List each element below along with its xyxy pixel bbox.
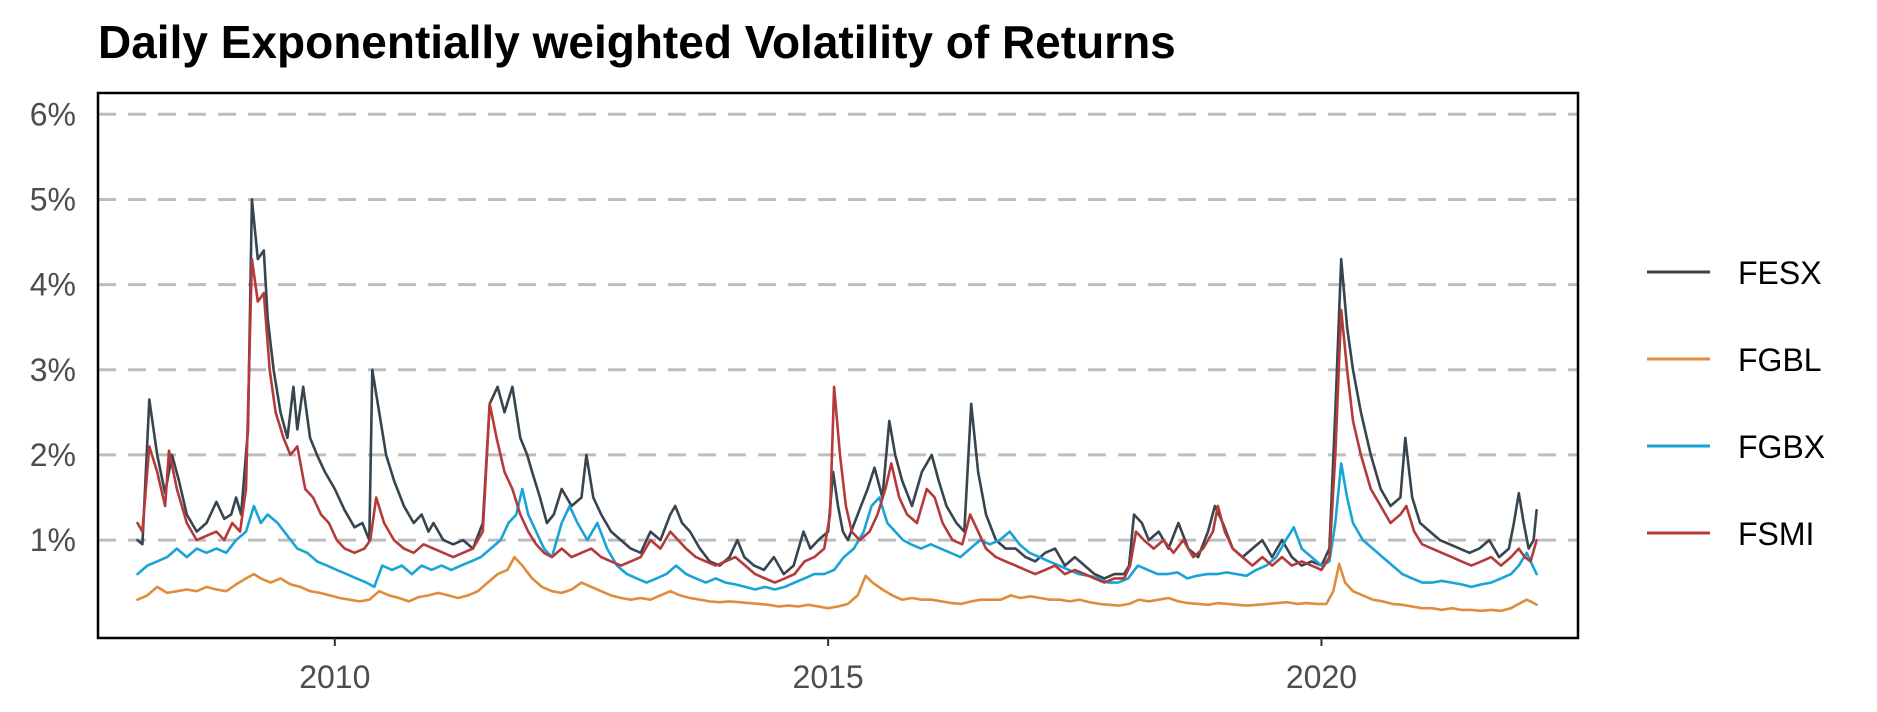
series-line-fesx bbox=[136, 198, 1538, 580]
x-tick-label: 2010 bbox=[299, 659, 370, 695]
x-tick-label: 2015 bbox=[793, 659, 864, 695]
y-tick-label: 5% bbox=[30, 181, 76, 217]
y-tick-label: 4% bbox=[30, 267, 76, 303]
plot-frame bbox=[96, 91, 1580, 640]
y-tick-label: 1% bbox=[30, 522, 76, 558]
series-line-fsmi bbox=[136, 257, 1538, 584]
grid-lines bbox=[98, 112, 1578, 542]
series-line-fgbl bbox=[136, 555, 1538, 613]
series-lines bbox=[136, 198, 1538, 613]
chart-title: Daily Exponentially weighted Volatility … bbox=[98, 16, 1176, 68]
y-tick-label: 3% bbox=[30, 352, 76, 388]
y-tick-label: 2% bbox=[30, 437, 76, 473]
series-line-fgbx bbox=[136, 462, 1538, 591]
legend-label-fgbl: FGBL bbox=[1738, 342, 1822, 378]
x-axis: 2010 2015 2020 bbox=[299, 638, 1357, 695]
y-tick-label: 6% bbox=[30, 96, 76, 132]
legend-label-fsmi: FSMI bbox=[1738, 516, 1814, 552]
x-tick-label: 2020 bbox=[1286, 659, 1357, 695]
legend-label-fgbx: FGBX bbox=[1738, 429, 1825, 465]
legend-label-fesx: FESX bbox=[1738, 255, 1822, 291]
legend: FESX FGBL FGBX FSMI bbox=[1647, 255, 1825, 552]
y-axis: 1% 2% 3% 4% 5% 6% bbox=[30, 96, 76, 558]
